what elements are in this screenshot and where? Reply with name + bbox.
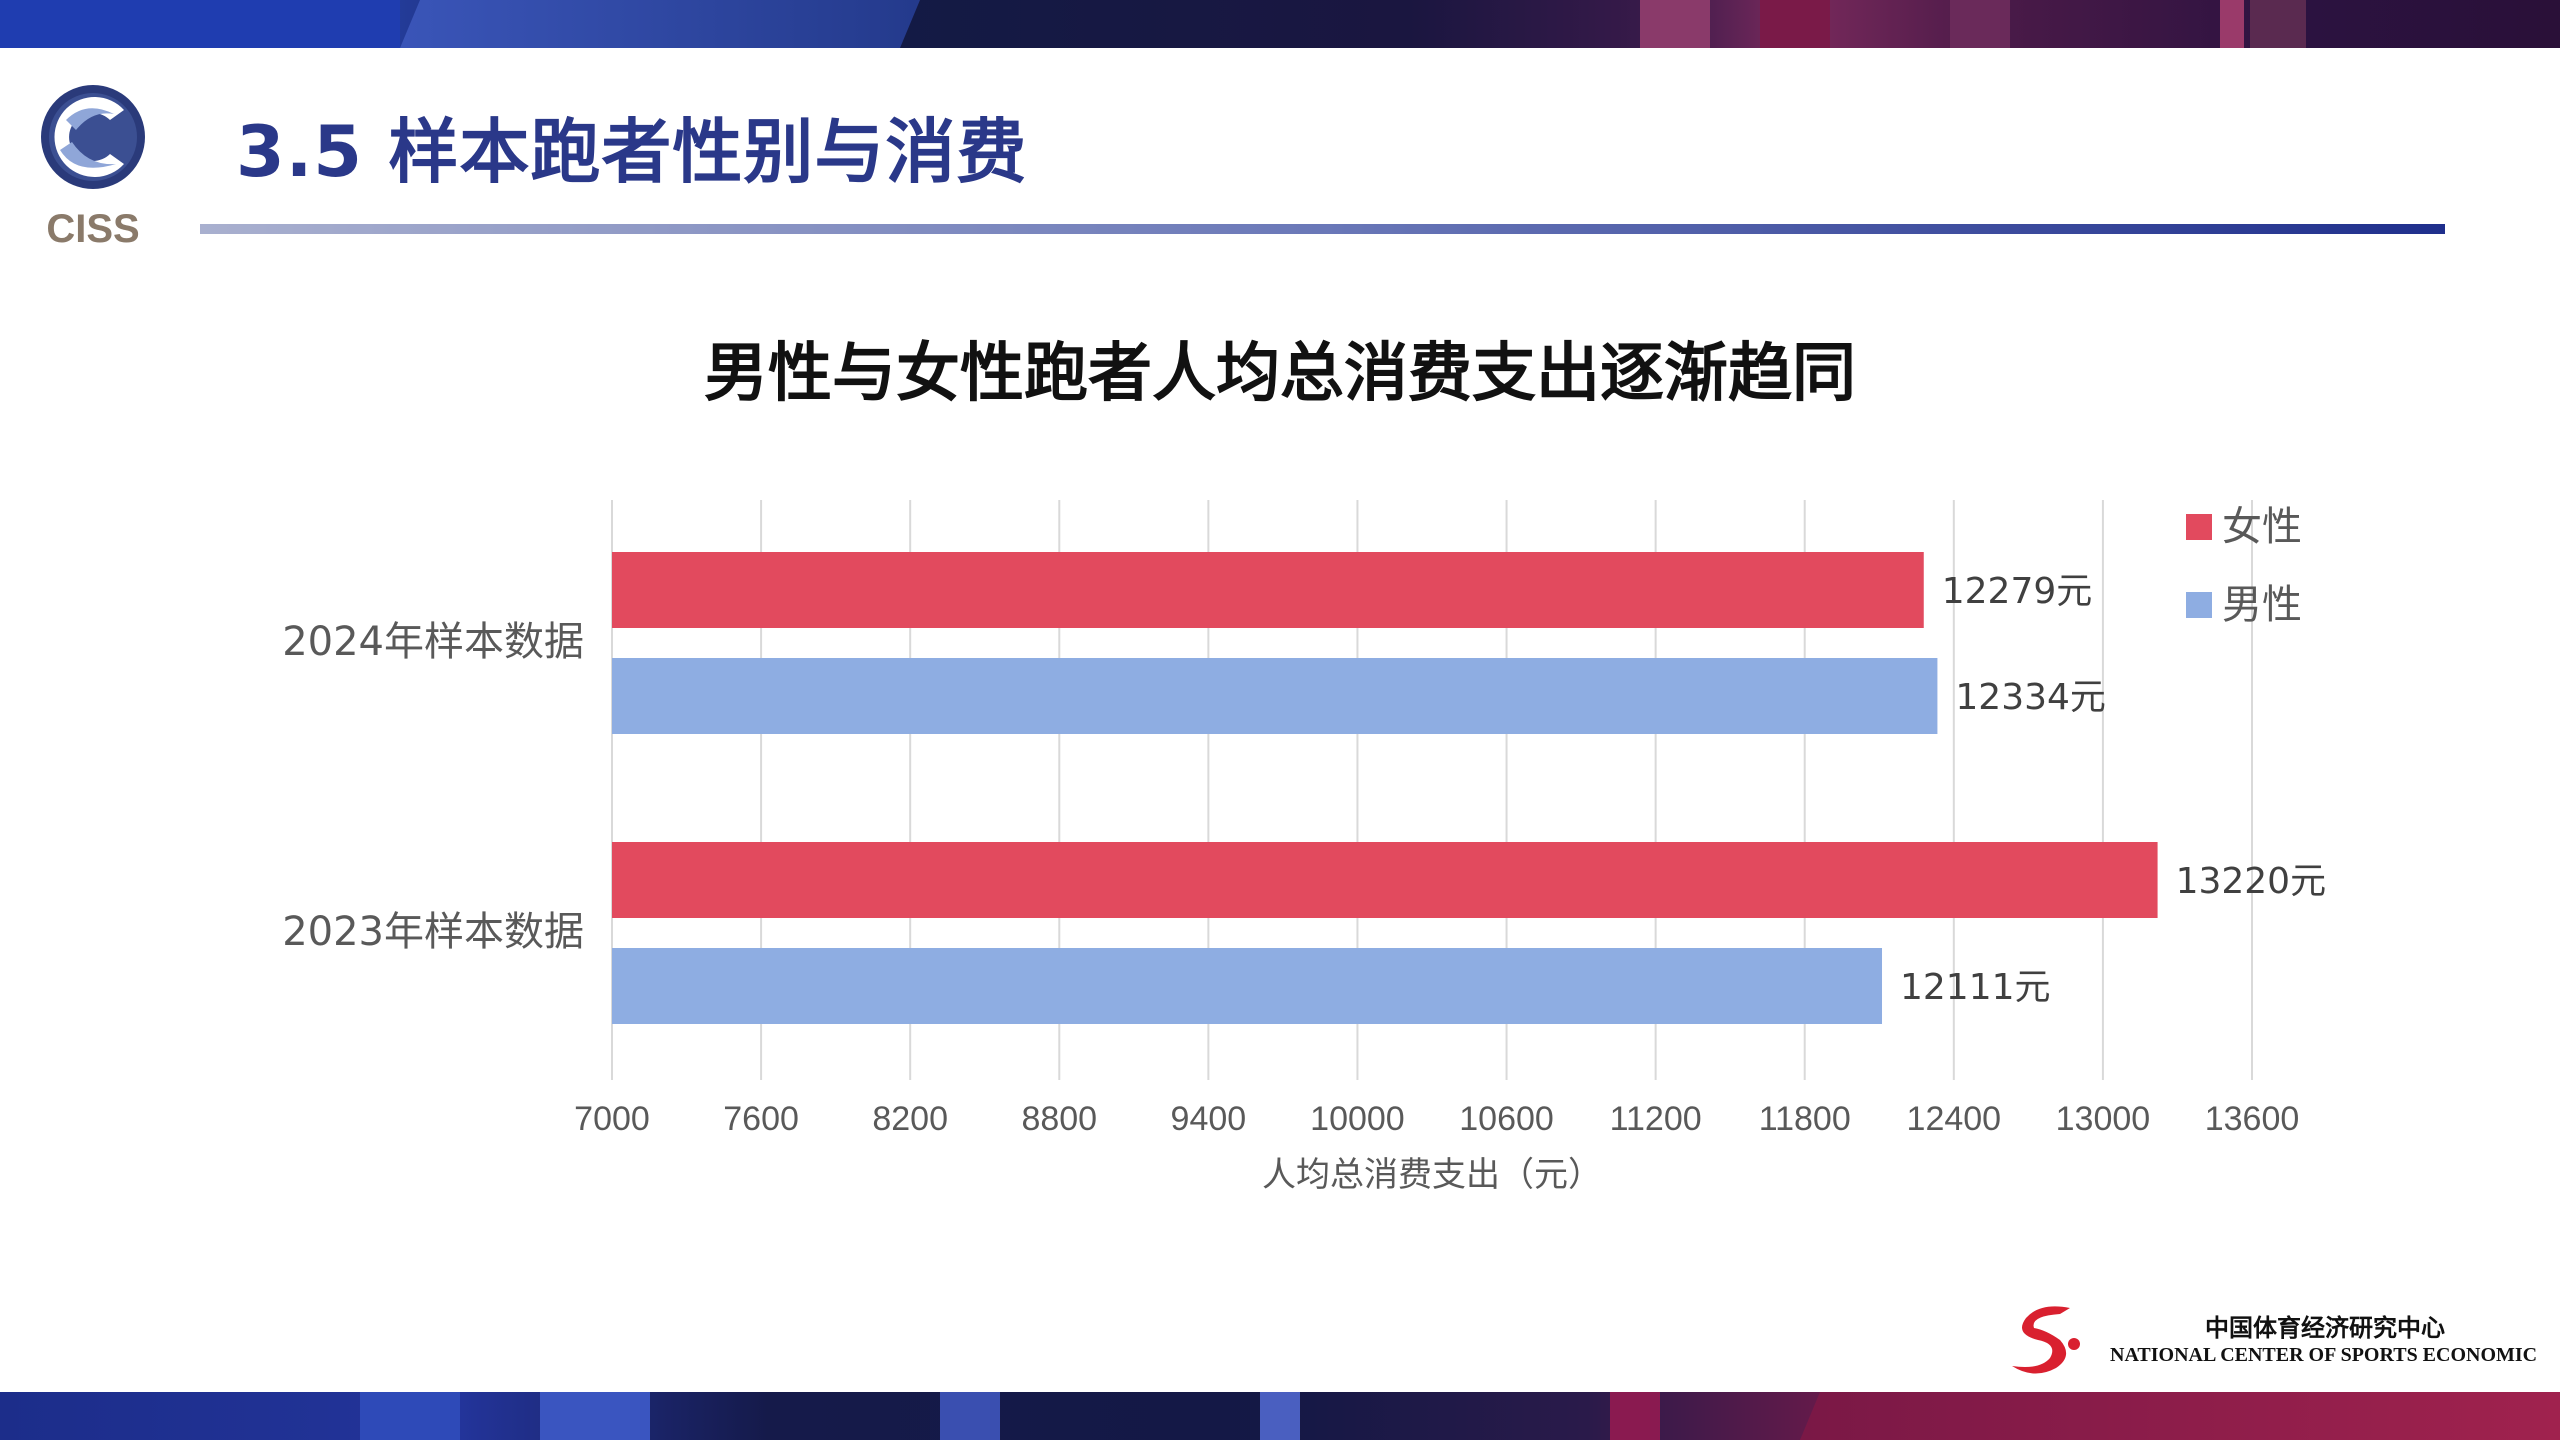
x-tick-label: 11800 [1759, 1100, 1851, 1138]
x-tick-label: 8800 [1021, 1100, 1097, 1138]
x-tick-label: 13600 [2205, 1100, 2300, 1138]
x-tick-label: 9400 [1171, 1100, 1247, 1138]
legend-label: 女性 [2222, 504, 2302, 550]
bar-chart: 7000 7600 8200 8800 9400 10000 10600 11200 11800… [282, 500, 2327, 1195]
legend-label: 男性 [2222, 582, 2302, 628]
x-tick-label: 12400 [1907, 1100, 2002, 1138]
logo-text: CISS [46, 207, 139, 248]
bar [612, 658, 1938, 734]
chart-title: 男性与女性跑者人均总消费支出逐渐趋同 [704, 337, 1856, 411]
data-label: 12279元 [1942, 571, 2093, 612]
data-label: 13220元 [2176, 861, 2327, 902]
legend-swatch [2186, 514, 2212, 540]
top-decorative-band [0, 0, 2560, 48]
x-tick-label: 7600 [723, 1100, 799, 1138]
bar [612, 842, 2158, 918]
x-axis-title: 人均总消费支出（元） [1262, 1155, 1602, 1195]
legend-swatch [2186, 592, 2212, 618]
x-tick-label: 10600 [1459, 1100, 1554, 1138]
category-label: 2024年样本数据 [282, 619, 584, 665]
category-label: 2023年样本数据 [282, 909, 584, 955]
ciss-logo: CISS [41, 85, 145, 248]
x-tick-label: 11200 [1610, 1100, 1702, 1138]
bar [612, 552, 1924, 628]
title-divider [200, 224, 2445, 234]
x-tick-label: 10000 [1310, 1100, 1405, 1138]
bar [612, 948, 1883, 1024]
ncse-logo [2012, 1306, 2080, 1374]
x-tick-label: 8200 [872, 1100, 948, 1138]
data-label: 12334元 [1955, 677, 2106, 718]
x-tick-label: 13000 [2056, 1100, 2151, 1138]
bottom-decorative-band [0, 1392, 2560, 1440]
page-title: 3.5 样本跑者性别与消费 [236, 111, 1028, 193]
footer-org-en: NATIONAL CENTER OF SPORTS ECONOMIC [2110, 1344, 2538, 1366]
footer-org-cn: 中国体育经济研究中心 [2205, 1313, 2445, 1342]
data-label: 12111元 [1900, 967, 2051, 1008]
x-tick-label: 7000 [574, 1100, 650, 1138]
